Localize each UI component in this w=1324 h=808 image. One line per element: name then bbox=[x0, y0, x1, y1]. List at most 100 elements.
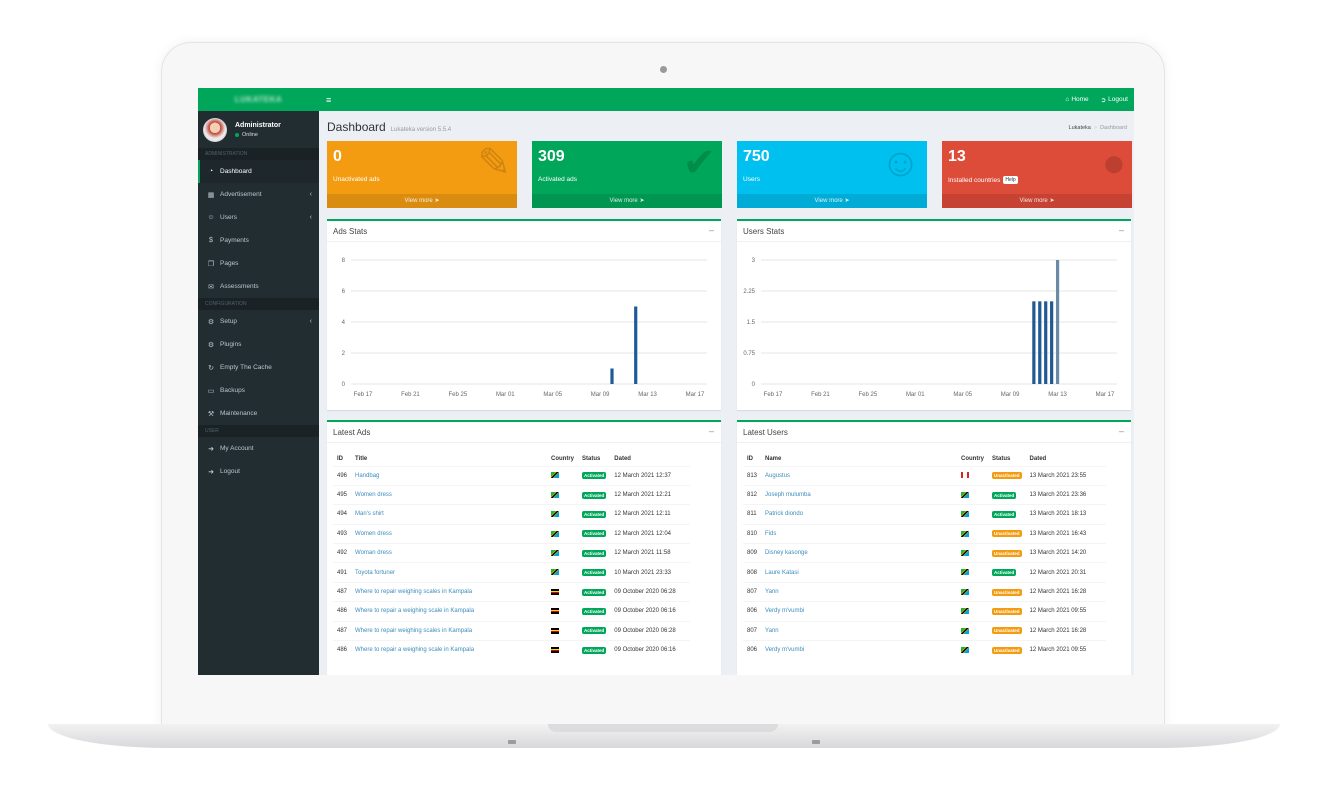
view-more-link[interactable]: View more ➤ bbox=[532, 194, 722, 208]
row-date: 13 March 2021 16:43 bbox=[1025, 523, 1106, 544]
chart-bar[interactable] bbox=[1044, 301, 1048, 384]
row-status: Unactivated bbox=[988, 640, 1026, 660]
row-country bbox=[957, 562, 989, 583]
row-title-link[interactable]: Woman dress bbox=[351, 543, 548, 563]
stat-label: Unactivated ads bbox=[333, 176, 380, 183]
row-title-link[interactable]: Yann bbox=[761, 581, 958, 602]
column-header[interactable]: Status bbox=[582, 455, 601, 462]
row-title-link[interactable]: Disney kasonge bbox=[761, 543, 958, 563]
table-row: 486 Where to repair a weighing scale in K… bbox=[333, 601, 691, 622]
sidebar-item-pages[interactable]: ❐ Pages bbox=[198, 252, 319, 275]
row-title-link[interactable]: Yann bbox=[761, 620, 958, 641]
column-header[interactable]: Name bbox=[765, 455, 782, 462]
row-id: 487 bbox=[333, 620, 352, 641]
row-title-link[interactable]: Where to repair a weighing scale in Kamp… bbox=[351, 601, 548, 622]
sidebar-item-dashboard[interactable]: ◔ Dashboard bbox=[198, 160, 319, 183]
row-title-link[interactable]: Fids bbox=[761, 523, 958, 544]
x-tick-label: Feb 25 bbox=[449, 392, 468, 398]
collapse-icon[interactable]: – bbox=[1118, 225, 1124, 235]
topbar: ≡ ⌂ Home ➲ Logout bbox=[319, 88, 1134, 111]
flag-tanzania-icon bbox=[961, 608, 970, 615]
column-header[interactable]: ID bbox=[337, 455, 343, 462]
row-title-link[interactable]: Women dress bbox=[351, 484, 548, 505]
y-tick-label: 4 bbox=[342, 320, 346, 326]
stat-value: 0 bbox=[333, 148, 342, 165]
sidebar-item-empty-the-cache[interactable]: ↻ Empty The Cache bbox=[198, 356, 319, 379]
sidebar-item-advertisement[interactable]: ▦ Advertisement ‹ bbox=[198, 183, 319, 206]
view-more-link[interactable]: View more ➤ bbox=[942, 194, 1132, 208]
row-id: 807 bbox=[743, 620, 762, 641]
sidebar-item-backups[interactable]: ▭ Backups bbox=[198, 379, 319, 402]
column-header[interactable]: Dated bbox=[1029, 455, 1047, 462]
flag-tanzania-icon bbox=[961, 511, 970, 518]
row-title-link[interactable]: Verdy m'vumbi bbox=[761, 640, 958, 660]
x-tick-label: Mar 13 bbox=[1048, 392, 1067, 398]
table-row: 806 Verdy m'vumbi Unactivated 12 March 2021… bbox=[743, 601, 1106, 622]
view-more-link[interactable]: View more ➤ bbox=[737, 194, 927, 208]
help-button[interactable]: Help bbox=[1003, 176, 1018, 184]
column-header[interactable]: Country bbox=[551, 455, 575, 462]
row-date: 12 March 2021 20:31 bbox=[1025, 562, 1106, 583]
row-status: Activated bbox=[578, 620, 611, 641]
column-header[interactable]: Country bbox=[961, 455, 985, 462]
sidebar-item-users[interactable]: ☺ Users ‹ bbox=[198, 206, 319, 229]
logout-link[interactable]: ➲ Logout bbox=[1101, 96, 1128, 104]
row-title-link[interactable]: Patrick diondo bbox=[761, 504, 958, 525]
sidebar-item-payments[interactable]: $ Payments bbox=[198, 229, 319, 252]
column-header[interactable]: ID bbox=[747, 455, 753, 462]
row-status: Activated bbox=[578, 504, 611, 525]
latest-users-title: Latest Users bbox=[743, 428, 788, 437]
flag-uganda-icon bbox=[551, 627, 560, 634]
x-tick-label: Feb 21 bbox=[811, 392, 830, 398]
row-country bbox=[957, 543, 989, 563]
column-header[interactable]: Title bbox=[355, 455, 368, 462]
flag-tanzania-icon bbox=[961, 627, 970, 634]
chart-bar[interactable] bbox=[1055, 260, 1060, 384]
row-title-link[interactable]: Man's shirt bbox=[351, 504, 548, 525]
row-title-link[interactable]: Joseph mulumba bbox=[761, 484, 958, 505]
column-header[interactable]: Status bbox=[992, 455, 1011, 462]
users-stats-chart: 0 0.75 1.5 2.25 3 Feb 17 Feb 21 Feb 25 Mar 01 Mar… bbox=[743, 258, 1117, 398]
home-icon: ⌂ bbox=[1065, 96, 1070, 103]
view-more-link[interactable]: View more ➤ bbox=[327, 194, 517, 208]
sidebar-item-logout[interactable]: ➜ Logout bbox=[198, 460, 319, 483]
chart-bar[interactable] bbox=[1050, 301, 1054, 384]
hamburger-menu-icon[interactable]: ≡ bbox=[326, 94, 332, 105]
row-title-link[interactable]: Verdy m'vumbi bbox=[761, 601, 958, 622]
chart-bar[interactable] bbox=[610, 368, 614, 385]
logo[interactable]: LUKATEKA bbox=[198, 88, 319, 111]
ads-stats-title: Ads Stats bbox=[333, 227, 368, 236]
sidebar-item-assessments[interactable]: ✉ Assessments bbox=[198, 275, 319, 298]
row-title-link[interactable]: Laure Katasi bbox=[761, 562, 958, 583]
row-title-link[interactable]: Where to repair weighing scales in Kampa… bbox=[351, 581, 548, 602]
collapse-icon[interactable]: – bbox=[708, 426, 714, 436]
row-title-link[interactable]: Where to repair weighing scales in Kampa… bbox=[351, 620, 548, 641]
latest-ads-table: ID Title Country Status Dated 496 Handbag Acti… bbox=[333, 452, 691, 660]
status-badge: Activated bbox=[582, 472, 607, 480]
flag-canada-icon bbox=[961, 472, 970, 479]
chart-bar[interactable] bbox=[1032, 301, 1036, 384]
collapse-icon[interactable]: – bbox=[1118, 426, 1124, 436]
row-title-link[interactable]: Women dress bbox=[351, 523, 548, 544]
collapse-icon[interactable]: – bbox=[708, 225, 714, 235]
breadcrumb-home[interactable]: Lukateka bbox=[1068, 125, 1091, 131]
row-title-link[interactable]: Handbag bbox=[351, 465, 548, 486]
column-header[interactable]: Dated bbox=[614, 455, 631, 462]
row-id: 810 bbox=[743, 523, 762, 544]
row-title-link[interactable]: Augustus bbox=[761, 465, 958, 486]
sidebar-item-plugins[interactable]: ⚙ Plugins bbox=[198, 333, 319, 356]
sidebar-item-my-account[interactable]: ➜ My Account bbox=[198, 437, 319, 460]
chart-bar[interactable] bbox=[1038, 301, 1042, 384]
stat-label-wrap: Unactivated ads bbox=[333, 176, 380, 183]
latest-users-panel: Latest Users – ID Name Country Status Dated … bbox=[737, 420, 1131, 675]
home-link[interactable]: ⌂ Home bbox=[1065, 96, 1088, 104]
row-title-link[interactable]: Toyota fortuner bbox=[351, 562, 548, 583]
sidebar-item-setup[interactable]: ⚙ Setup ‹ bbox=[198, 310, 319, 333]
sidebar-item-maintenance[interactable]: ⚒ Maintenance bbox=[198, 402, 319, 425]
chart-bar[interactable] bbox=[634, 306, 638, 385]
row-date: 13 March 2021 23:36 bbox=[1025, 484, 1106, 505]
row-title-link[interactable]: Where to repair a weighing scale in Kamp… bbox=[351, 640, 548, 660]
flag-tanzania-icon bbox=[551, 491, 560, 498]
section-header-admin: ADMINISTRATION bbox=[198, 148, 319, 160]
view-more-label: View more bbox=[1019, 198, 1048, 204]
